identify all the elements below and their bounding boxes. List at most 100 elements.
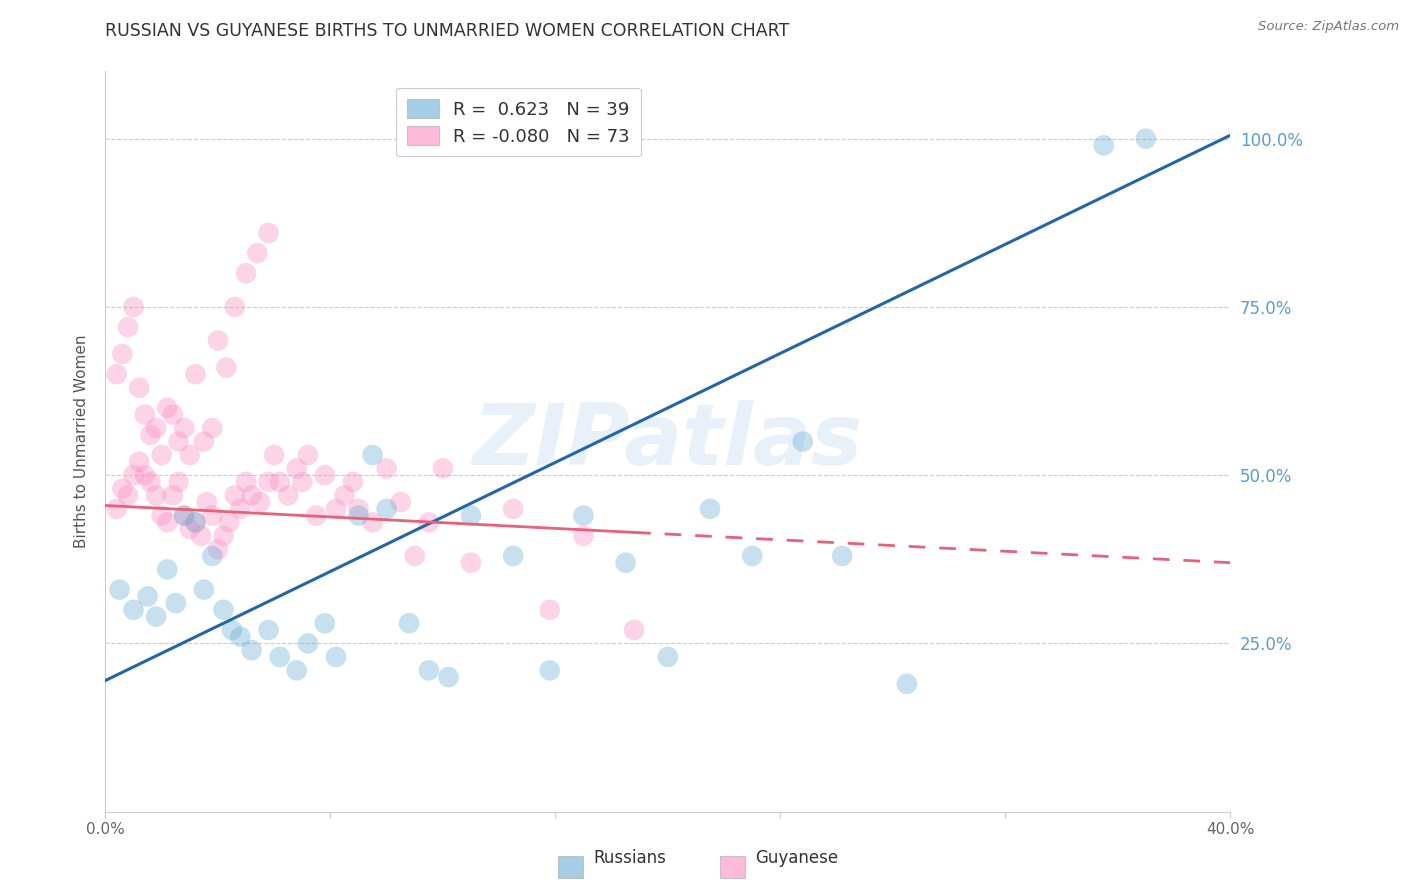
Point — [297, 448, 319, 462]
Point — [361, 516, 384, 530]
Point — [305, 508, 328, 523]
Point — [111, 347, 134, 361]
Point — [257, 475, 280, 489]
Point — [460, 556, 482, 570]
Point — [389, 495, 412, 509]
Point — [224, 300, 246, 314]
Point — [285, 461, 308, 475]
Point — [111, 482, 134, 496]
Point — [190, 529, 212, 543]
Point — [277, 488, 299, 502]
Point — [291, 475, 314, 489]
Point — [122, 300, 145, 314]
Point — [314, 616, 336, 631]
Point — [418, 516, 440, 530]
Point — [437, 670, 460, 684]
Point — [831, 549, 853, 563]
Text: Guyanese: Guyanese — [755, 849, 838, 867]
Point — [538, 603, 561, 617]
Point — [156, 401, 179, 415]
Point — [502, 501, 524, 516]
Point — [325, 649, 347, 664]
Point — [145, 609, 167, 624]
Point — [572, 529, 595, 543]
Point — [502, 549, 524, 563]
Point — [314, 468, 336, 483]
Point — [207, 334, 229, 348]
Text: Source: ZipAtlas.com: Source: ZipAtlas.com — [1258, 20, 1399, 33]
Point — [201, 421, 224, 435]
Point — [156, 516, 179, 530]
Point — [201, 549, 224, 563]
Point — [614, 556, 637, 570]
Point — [162, 408, 184, 422]
Point — [184, 368, 207, 382]
Point — [1135, 131, 1157, 145]
Bar — [720, 855, 745, 879]
Point — [297, 636, 319, 650]
Point — [229, 501, 252, 516]
Point — [201, 508, 224, 523]
Point — [432, 461, 454, 475]
Point — [173, 508, 195, 523]
Point — [145, 421, 167, 435]
Point — [269, 475, 291, 489]
Point — [162, 488, 184, 502]
Point — [347, 501, 370, 516]
Bar — [558, 855, 583, 879]
Point — [263, 448, 285, 462]
Point — [1092, 138, 1115, 153]
Point — [240, 488, 263, 502]
Text: RUSSIAN VS GUYANESE BIRTHS TO UNMARRIED WOMEN CORRELATION CHART: RUSSIAN VS GUYANESE BIRTHS TO UNMARRIED … — [105, 22, 790, 40]
Point — [215, 360, 238, 375]
Point — [145, 488, 167, 502]
Point — [572, 508, 595, 523]
Point — [623, 623, 645, 637]
Point — [207, 542, 229, 557]
Point — [218, 516, 240, 530]
Point — [195, 495, 218, 509]
Point — [325, 501, 347, 516]
Point — [139, 427, 162, 442]
Point — [229, 630, 252, 644]
Point — [333, 488, 356, 502]
Point — [460, 508, 482, 523]
Point — [269, 649, 291, 664]
Point — [375, 461, 398, 475]
Point — [347, 508, 370, 523]
Point — [134, 408, 156, 422]
Point — [285, 664, 308, 678]
Point — [117, 320, 139, 334]
Point — [249, 495, 271, 509]
Point — [896, 677, 918, 691]
Point — [224, 488, 246, 502]
Point — [139, 475, 162, 489]
Point — [173, 508, 195, 523]
Point — [193, 582, 215, 597]
Point — [221, 623, 243, 637]
Point — [375, 501, 398, 516]
Point — [122, 468, 145, 483]
Point — [108, 582, 131, 597]
Point — [122, 603, 145, 617]
Point — [240, 643, 263, 657]
Point — [246, 246, 269, 260]
Point — [342, 475, 364, 489]
Point — [150, 508, 173, 523]
Point — [212, 603, 235, 617]
Point — [657, 649, 679, 664]
Point — [404, 549, 426, 563]
Point — [235, 475, 257, 489]
Point — [179, 522, 201, 536]
Point — [538, 664, 561, 678]
Point — [699, 501, 721, 516]
Point — [150, 448, 173, 462]
Text: ZIPatlas: ZIPatlas — [472, 400, 863, 483]
Point — [361, 448, 384, 462]
Point — [173, 421, 195, 435]
Point — [398, 616, 420, 631]
Point — [167, 434, 190, 449]
Legend: R =  0.623   N = 39, R = -0.080   N = 73: R = 0.623 N = 39, R = -0.080 N = 73 — [395, 87, 641, 156]
Point — [212, 529, 235, 543]
Y-axis label: Births to Unmarried Women: Births to Unmarried Women — [75, 334, 90, 549]
